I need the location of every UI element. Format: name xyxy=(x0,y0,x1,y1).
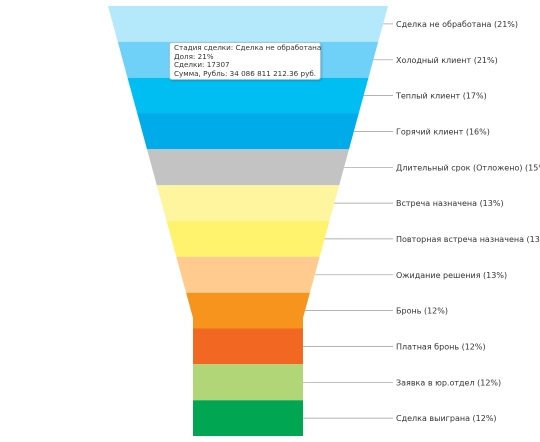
funnel-segment[interactable] xyxy=(166,221,330,257)
tooltip-deals: Сделки: 17307 xyxy=(174,60,230,70)
funnel-segment[interactable] xyxy=(127,77,369,114)
tooltip-share: Доля: 21% xyxy=(174,51,214,61)
tooltip-stage: Стадия сделки: Сделка не обработана xyxy=(174,43,322,52)
stage-label: Заявка в юр.отдел (12%) xyxy=(396,378,501,387)
funnel-segment[interactable] xyxy=(176,256,320,293)
funnel-segment[interactable] xyxy=(137,113,359,150)
funnel-segment[interactable] xyxy=(156,185,340,221)
leader-lines xyxy=(303,23,393,419)
funnel-segment[interactable] xyxy=(186,292,310,329)
stage-label: Сделка выиграна (12%) xyxy=(396,414,497,423)
funnel-segment[interactable] xyxy=(108,6,388,42)
funnel-segment[interactable] xyxy=(193,328,303,365)
stage-label: Сделка не обработана (21%) xyxy=(396,20,518,29)
stage-labels: Сделка не обработана (21%) Холодный клиен… xyxy=(395,20,540,423)
stage-label: Длительный срок (Отложено) (15%) xyxy=(396,163,540,172)
stage-label: Теплый клиент (17%) xyxy=(395,92,487,101)
tooltip-sum: Сумма, Рубль: 34 086 811 212.36 руб. xyxy=(174,68,317,78)
stage-label: Бронь (12%) xyxy=(396,307,448,316)
stage-label: Встреча назначена (13%) xyxy=(396,199,504,208)
tooltip: Стадия сделки: Сделка не обработана Доля… xyxy=(169,42,322,81)
funnel-segments xyxy=(108,6,388,436)
stage-label: Горячий клиент (16%) xyxy=(396,127,490,136)
stage-label: Ожидание решения (13%) xyxy=(396,271,507,280)
funnel-segment[interactable] xyxy=(147,149,349,186)
stage-label: Повторная встреча назначена (13%) xyxy=(396,235,540,244)
funnel-segment[interactable] xyxy=(193,364,303,401)
stage-label: Платная бронь (12%) xyxy=(396,342,486,351)
stage-label: Холодный клиент (21%) xyxy=(396,56,498,65)
funnel-segment[interactable] xyxy=(193,400,303,436)
